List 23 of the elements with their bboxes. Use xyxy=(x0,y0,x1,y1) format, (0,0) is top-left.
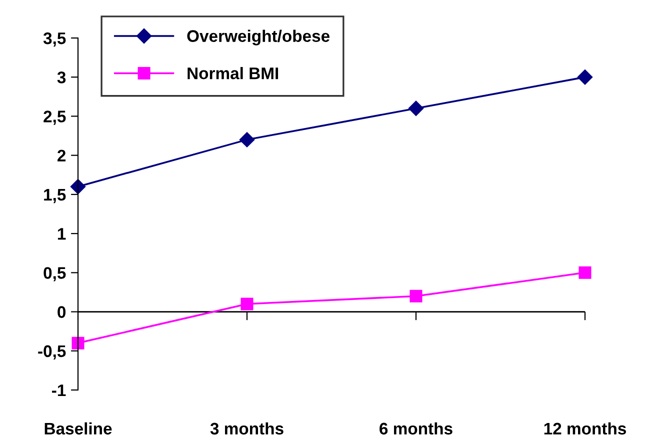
x-tick-label: Baseline xyxy=(44,422,112,435)
legend-label: Normal BMI xyxy=(188,67,278,80)
y-tick-label: 0,5 xyxy=(44,267,66,282)
point xyxy=(72,336,84,350)
point xyxy=(410,290,422,302)
x-tick-label: 12 months xyxy=(544,422,626,435)
y-tick-label: 1 xyxy=(58,228,66,240)
y-tick-label: 0 xyxy=(58,306,66,318)
point xyxy=(578,266,592,279)
x-tick-label: 6 months xyxy=(380,422,452,435)
x-tick-label: 3 months xyxy=(210,422,284,435)
y-tick-label: -0,5 xyxy=(38,345,66,360)
point xyxy=(240,298,254,310)
point xyxy=(239,132,255,148)
point xyxy=(577,70,593,85)
y-tick-label: -1 xyxy=(52,384,66,396)
y-tick-label: 2 xyxy=(58,150,66,162)
y-tick-label: 3 xyxy=(57,72,66,84)
y-tick-label: 3,5 xyxy=(43,32,66,47)
y-tick-label: 1,5 xyxy=(44,189,66,204)
y-tick-label: 2,5 xyxy=(44,110,66,125)
legend-label: Overweight/obese xyxy=(187,30,330,46)
point xyxy=(408,100,424,116)
